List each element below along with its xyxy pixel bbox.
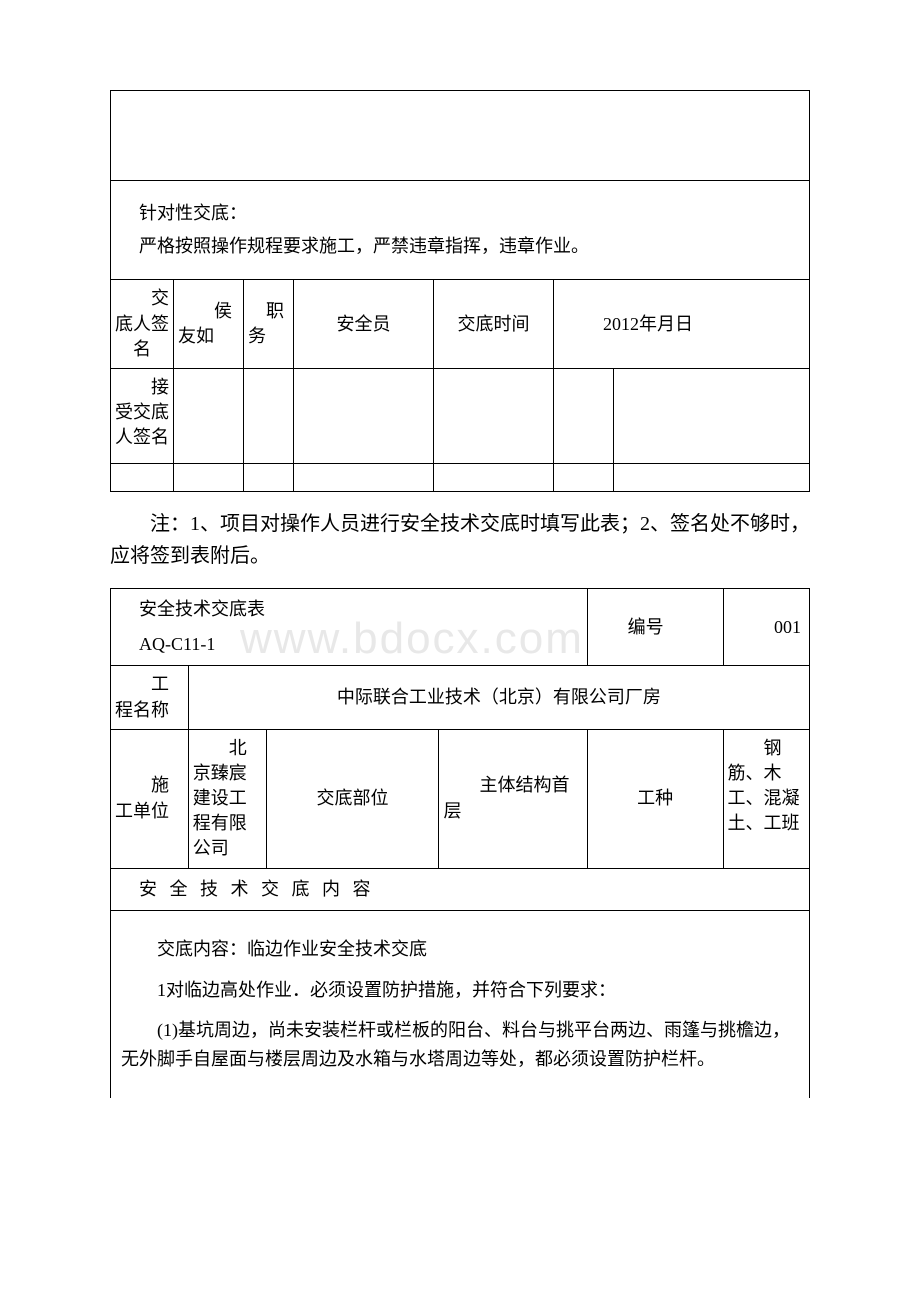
position-value: 安全员: [294, 280, 434, 369]
signer-name: 侯友如: [174, 280, 244, 369]
content-header: 安 全 技 术 交 底 内 容: [111, 868, 810, 910]
table-briefing-top: 针对性交底： 严格按照操作规程要求施工，严禁违章指挥，违章作业。 交底人签名 侯…: [110, 90, 810, 492]
empty-cell: [294, 368, 434, 463]
signer-label: 交底人签名: [111, 280, 174, 369]
empty-cell: [614, 368, 810, 463]
empty-cell: [614, 463, 810, 491]
position-label: 职务: [244, 280, 294, 369]
targeted-label: 针对性交底：: [139, 201, 801, 226]
form-header-cell: 安全技术交底表 AQ-C11-1: [111, 588, 588, 665]
note-text: 注：1、项目对操作人员进行安全技术交底时填写此表；2、签名处不够时，应将签到表附…: [110, 508, 810, 572]
empty-content-cell: [111, 91, 810, 181]
empty-cell: [244, 368, 294, 463]
content-body-cell: 交底内容：临边作业安全技术交底 1对临边高处作业．必须设置防护措施，并符合下列要…: [111, 910, 810, 1098]
empty-cell: [174, 368, 244, 463]
content-line-3: (1)基坑周边，尚未安装栏杆或栏板的阳台、料台与挑平台两边、雨篷与挑檐边，无外脚…: [121, 1016, 799, 1074]
brief-position-label: 交底部位: [266, 729, 439, 868]
construction-unit-label: 施工单位: [111, 729, 189, 868]
brief-position-value: 主体结构首层: [439, 729, 587, 868]
work-type-label: 工种: [587, 729, 723, 868]
empty-cell: [174, 463, 244, 491]
receiver-label: 接受交底人签名: [111, 368, 174, 463]
project-name-value: 中际联合工业技术（北京）有限公司厂房: [188, 666, 809, 729]
empty-cell: [111, 463, 174, 491]
form-code: AQ-C11-1: [139, 632, 583, 657]
table-briefing-form: 安全技术交底表 AQ-C11-1 编号 001 工程名称 中际联合工业技术（北京…: [110, 588, 810, 1098]
form-number-label: 编号: [587, 588, 723, 665]
work-type-value: 钢筋、木工、混凝土、工班: [723, 729, 809, 868]
content-line-1: 交底内容：临边作业安全技术交底: [121, 935, 799, 964]
empty-cell: [554, 368, 614, 463]
empty-cell: [294, 463, 434, 491]
brief-time-label: 交底时间: [434, 280, 554, 369]
empty-cell: [434, 368, 554, 463]
empty-cell: [434, 463, 554, 491]
empty-cell: [244, 463, 294, 491]
construction-unit-value: 北京臻宸建设工程有限公司: [188, 729, 266, 868]
form-number-value: 001: [723, 588, 809, 665]
form-title: 安全技术交底表: [139, 597, 583, 622]
project-name-label: 工程名称: [111, 666, 189, 729]
brief-time-value: 2012年月日: [554, 280, 810, 369]
targeted-briefing-cell: 针对性交底： 严格按照操作规程要求施工，严禁违章指挥，违章作业。: [111, 181, 810, 280]
content-line-2: 1对临边高处作业．必须设置防护措施，并符合下列要求：: [121, 976, 799, 1005]
empty-cell: [554, 463, 614, 491]
targeted-text: 严格按照操作规程要求施工，严禁违章指挥，违章作业。: [139, 234, 801, 259]
